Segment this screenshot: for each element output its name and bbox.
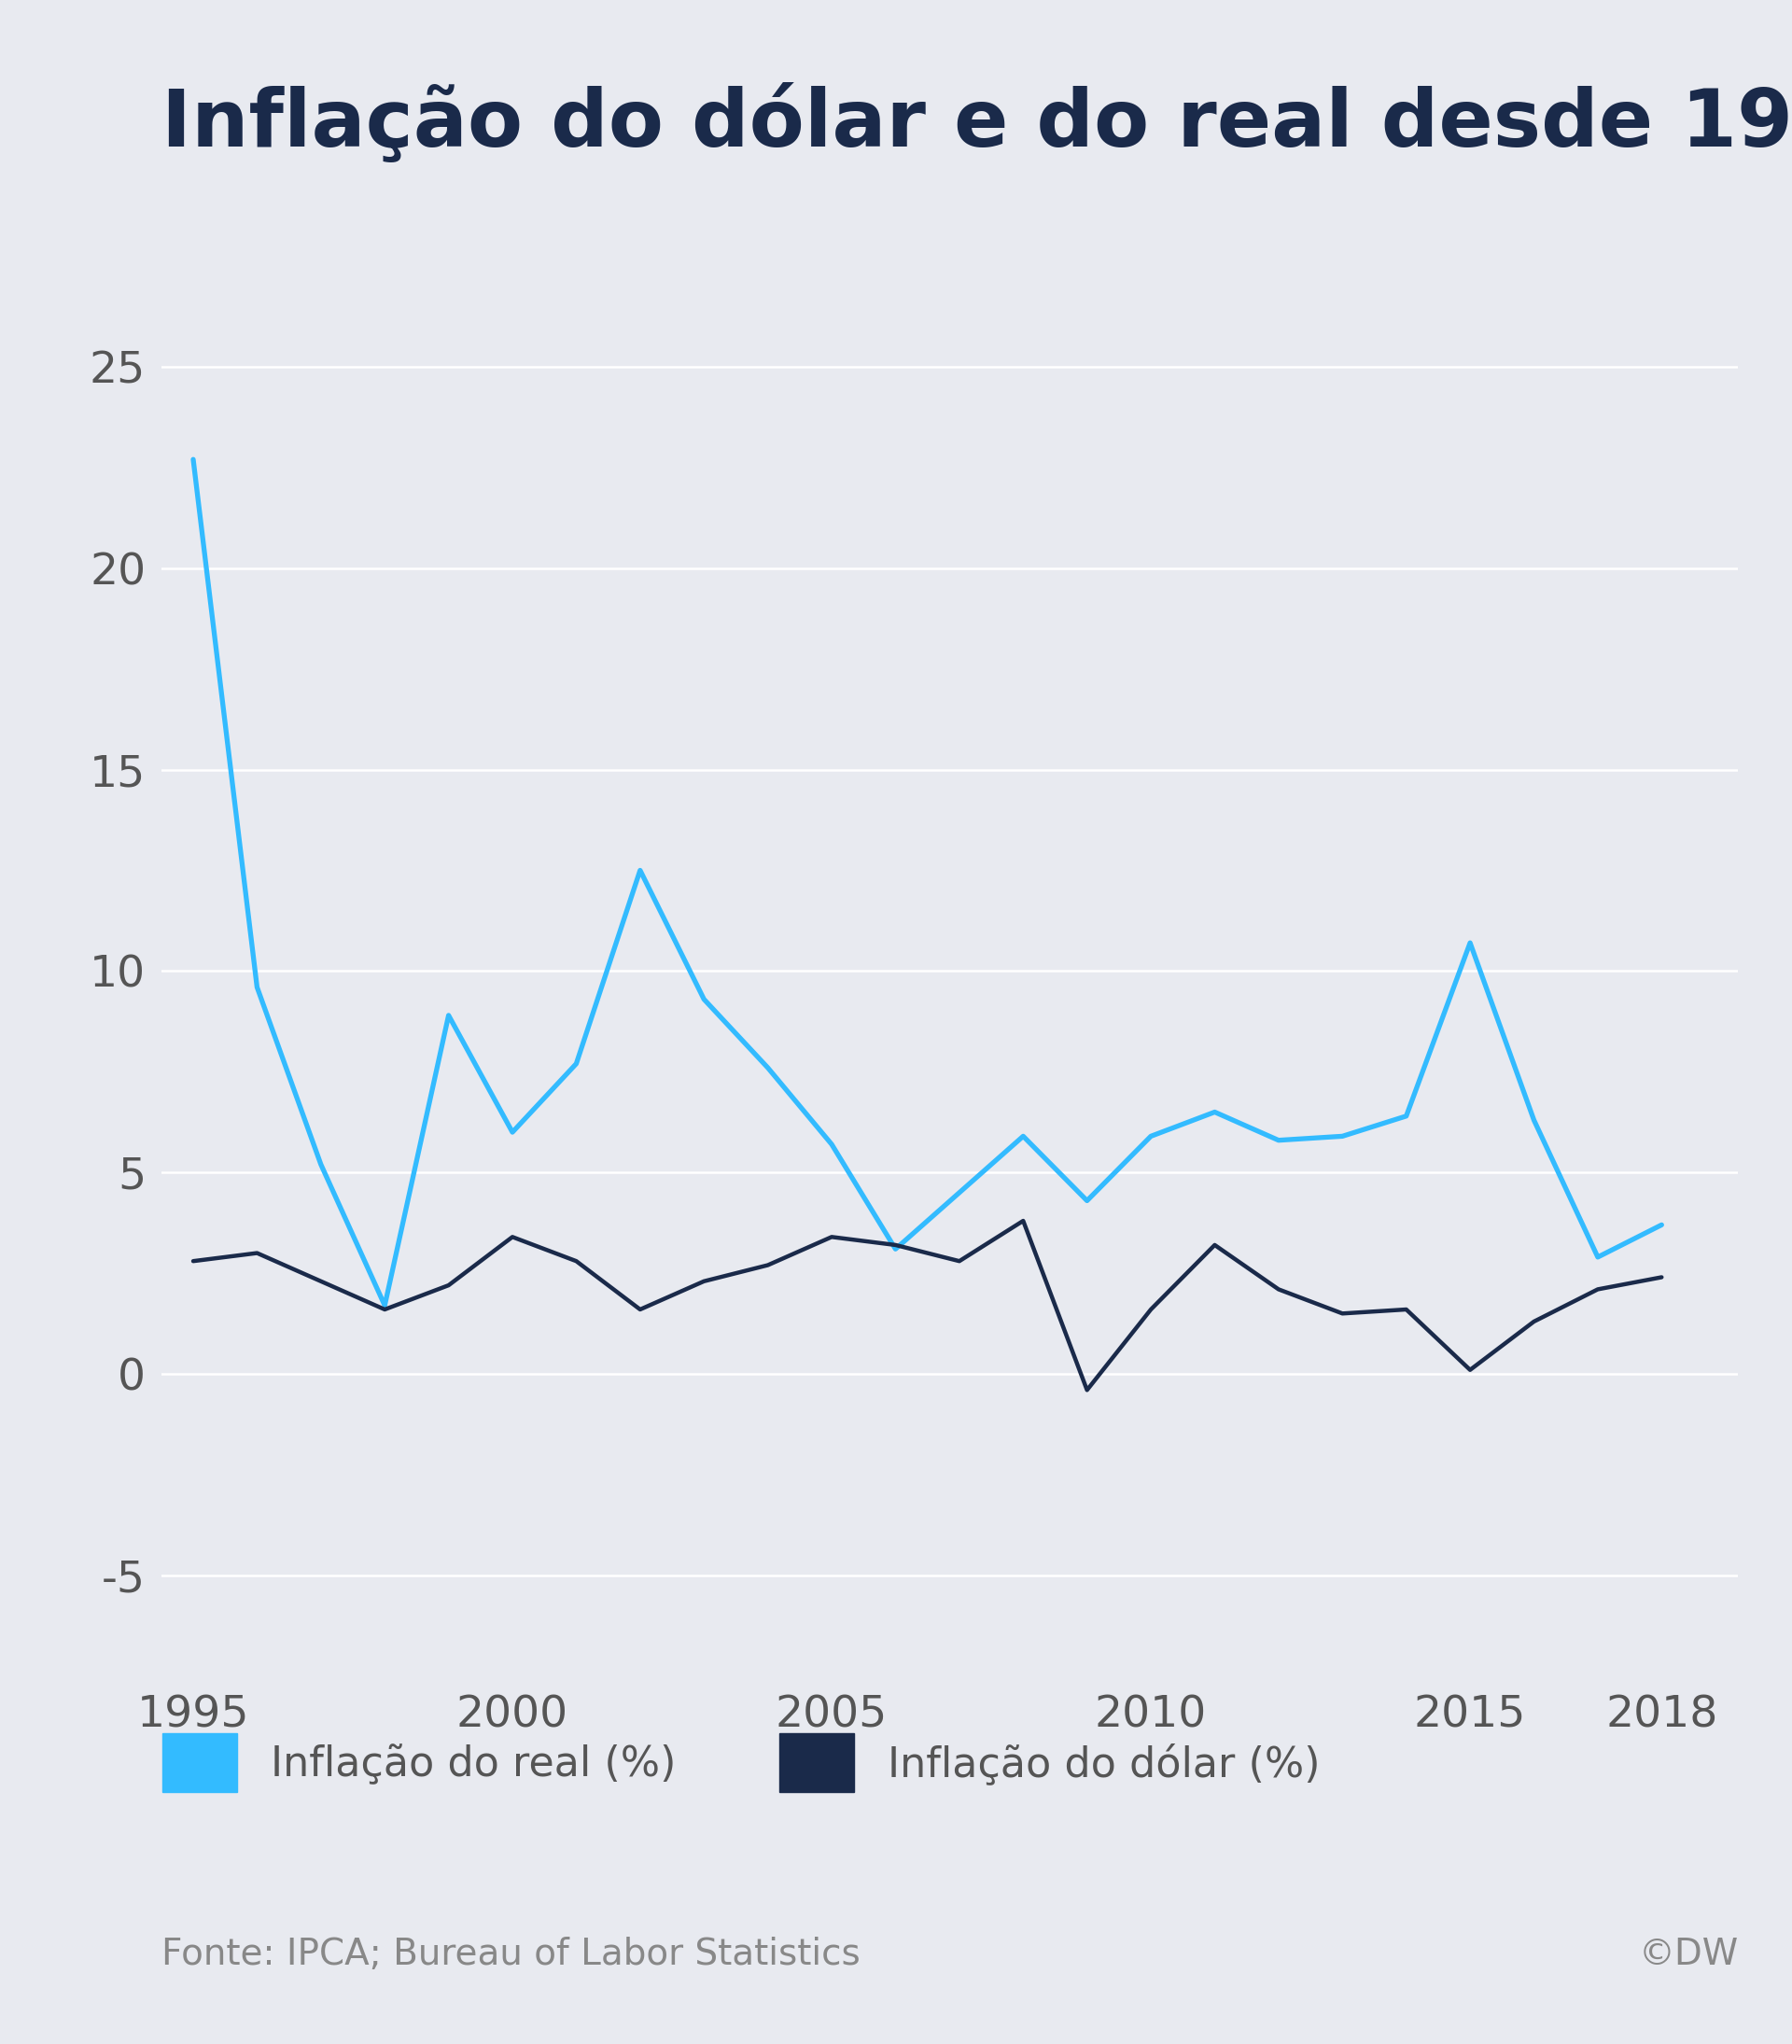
Legend: Inflação do real (%), Inflação do dólar (%): Inflação do real (%), Inflação do dólar … bbox=[147, 1717, 1337, 1809]
Text: ©DW: ©DW bbox=[1638, 1938, 1738, 1972]
Text: Inflação do dólar e do real desde 1995: Inflação do dólar e do real desde 1995 bbox=[161, 84, 1792, 164]
Text: Fonte: IPCA; Bureau of Labor Statistics: Fonte: IPCA; Bureau of Labor Statistics bbox=[161, 1938, 860, 1972]
